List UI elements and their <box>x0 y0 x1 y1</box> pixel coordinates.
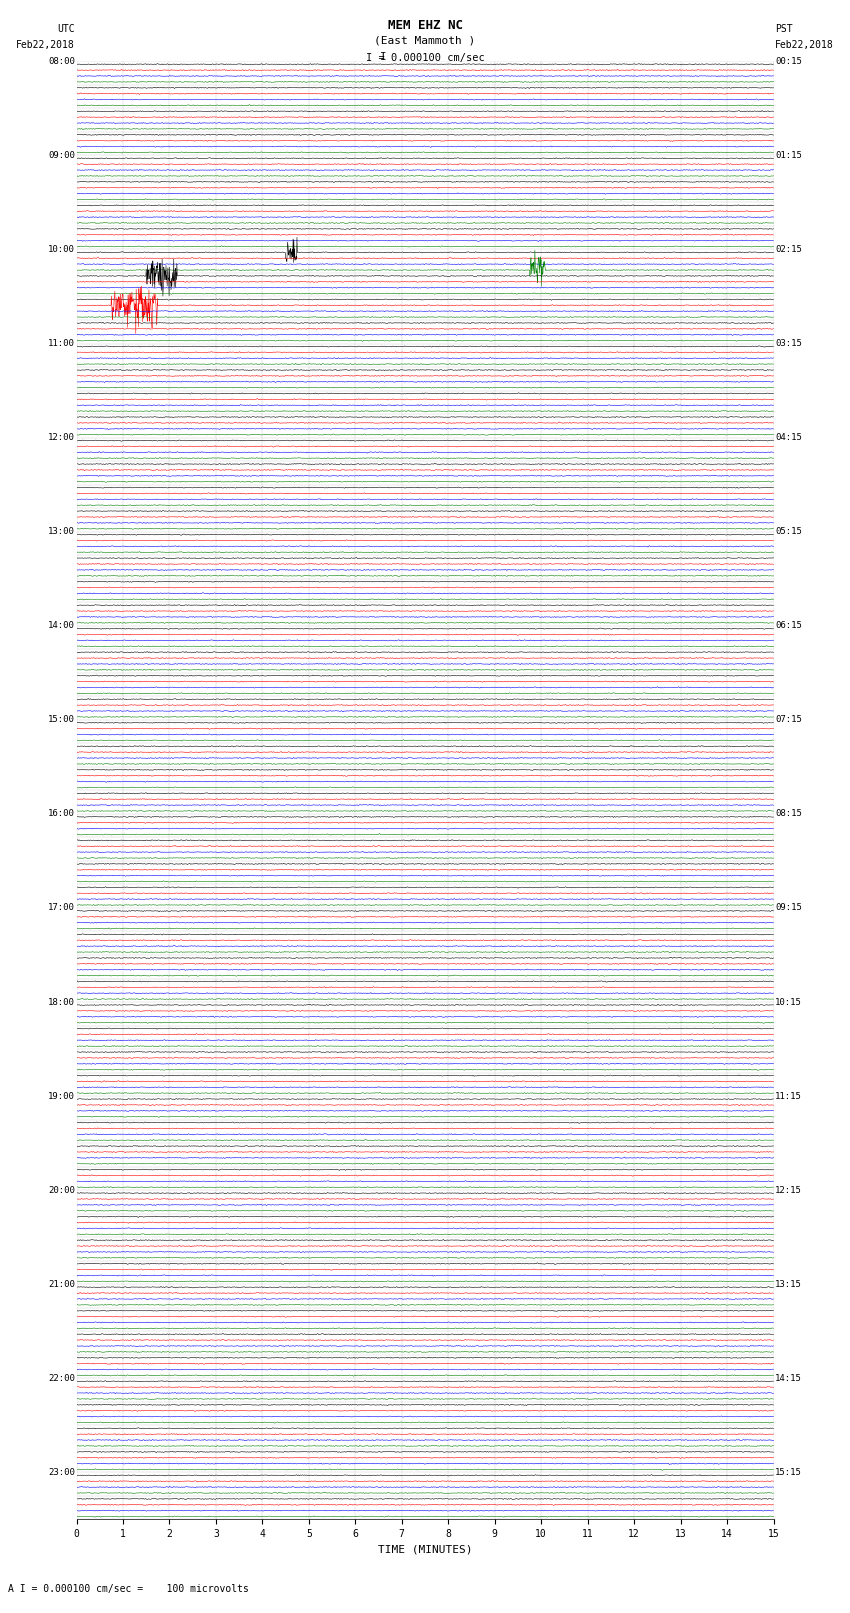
Text: 06:15: 06:15 <box>775 621 802 631</box>
Text: 22:00: 22:00 <box>48 1374 75 1382</box>
Text: 02:15: 02:15 <box>775 245 802 253</box>
Text: 17:00: 17:00 <box>48 903 75 913</box>
Text: 21:00: 21:00 <box>48 1279 75 1289</box>
Text: 05:15: 05:15 <box>775 527 802 536</box>
Text: 04:15: 04:15 <box>775 434 802 442</box>
Text: 15:15: 15:15 <box>775 1468 802 1478</box>
Text: 10:00: 10:00 <box>48 245 75 253</box>
Text: 09:00: 09:00 <box>48 152 75 160</box>
Text: 11:15: 11:15 <box>775 1092 802 1100</box>
Text: 15:00: 15:00 <box>48 715 75 724</box>
Text: 08:00: 08:00 <box>48 56 75 66</box>
Text: 20:00: 20:00 <box>48 1186 75 1195</box>
Text: A I = 0.000100 cm/sec =    100 microvolts: A I = 0.000100 cm/sec = 100 microvolts <box>8 1584 249 1594</box>
Text: 07:15: 07:15 <box>775 715 802 724</box>
Text: 01:15: 01:15 <box>775 152 802 160</box>
Text: (East Mammoth ): (East Mammoth ) <box>374 35 476 45</box>
Text: 10:15: 10:15 <box>775 997 802 1007</box>
Text: Feb22,2018: Feb22,2018 <box>775 40 834 50</box>
Text: 11:00: 11:00 <box>48 339 75 348</box>
Text: 12:15: 12:15 <box>775 1186 802 1195</box>
Text: I = 0.000100 cm/sec: I = 0.000100 cm/sec <box>366 53 484 63</box>
Text: UTC: UTC <box>57 24 75 34</box>
Text: 18:00: 18:00 <box>48 997 75 1007</box>
Text: 12:00: 12:00 <box>48 434 75 442</box>
Text: 13:00: 13:00 <box>48 527 75 536</box>
Text: 03:15: 03:15 <box>775 339 802 348</box>
Text: 00:15: 00:15 <box>775 56 802 66</box>
Text: 16:00: 16:00 <box>48 810 75 818</box>
Text: Feb22,2018: Feb22,2018 <box>16 40 75 50</box>
Text: PST: PST <box>775 24 793 34</box>
Text: 09:15: 09:15 <box>775 903 802 913</box>
Text: 14:15: 14:15 <box>775 1374 802 1382</box>
Text: MEM EHZ NC: MEM EHZ NC <box>388 19 462 32</box>
Text: 19:00: 19:00 <box>48 1092 75 1100</box>
Text: I: I <box>380 52 387 61</box>
X-axis label: TIME (MINUTES): TIME (MINUTES) <box>377 1545 473 1555</box>
Text: 08:15: 08:15 <box>775 810 802 818</box>
Text: 14:00: 14:00 <box>48 621 75 631</box>
Text: 13:15: 13:15 <box>775 1279 802 1289</box>
Text: 23:00: 23:00 <box>48 1468 75 1478</box>
